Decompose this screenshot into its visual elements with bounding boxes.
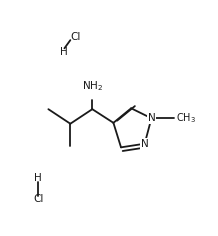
Text: NH$_2$: NH$_2$	[82, 79, 103, 93]
Text: Cl: Cl	[70, 32, 81, 42]
Text: H: H	[60, 47, 67, 57]
Text: CH$_3$: CH$_3$	[176, 111, 196, 125]
Text: Cl: Cl	[33, 194, 43, 204]
Text: N: N	[141, 139, 148, 149]
Text: N: N	[148, 113, 155, 123]
Text: H: H	[34, 173, 42, 183]
